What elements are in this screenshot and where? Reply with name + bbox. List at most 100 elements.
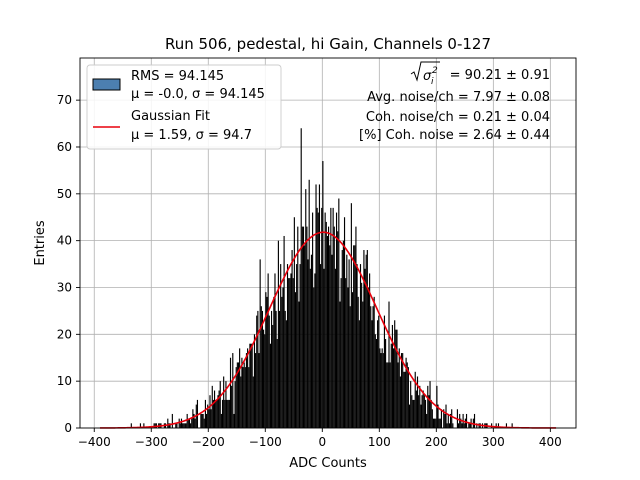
histogram-bar [385, 339, 387, 428]
histogram-bar [326, 235, 328, 428]
histogram-bar [186, 413, 188, 428]
y-tick-label: 50 [57, 187, 72, 201]
histogram-bar [231, 385, 233, 428]
histogram-bar [282, 287, 284, 428]
histogram-bar [259, 259, 261, 428]
annotation-avg-noise: Avg. noise/ch = 7.97 ± 0.08 [367, 90, 550, 105]
histogram-bar [213, 390, 216, 428]
histogram-bar [363, 250, 365, 428]
histogram-bar [354, 245, 356, 428]
histogram-bar [236, 362, 238, 428]
legend-histogram-swatch [92, 78, 121, 91]
histogram-bar [404, 371, 406, 428]
histogram-bar [445, 404, 447, 428]
histogram-bar [201, 413, 203, 428]
histogram-bar [457, 423, 460, 428]
legend-fit-name: Gaussian Fit [131, 109, 210, 124]
histogram-bar [169, 423, 171, 428]
histogram-bar [444, 413, 446, 428]
histogram-bar [180, 418, 183, 428]
histogram-bar [196, 399, 199, 428]
histogram-bar [440, 409, 443, 428]
histogram-bar [388, 301, 390, 428]
histogram-bar [347, 287, 349, 428]
histogram-bar [426, 413, 428, 428]
histogram-bar [382, 353, 384, 428]
histogram-bar [318, 184, 321, 428]
histogram-bar [317, 212, 319, 428]
histogram-bar [256, 315, 258, 428]
histogram-bar [284, 310, 286, 428]
histogram-bar [369, 273, 371, 428]
histogram-bar [233, 413, 235, 428]
histogram-bar [244, 367, 246, 428]
histogram-bar [294, 292, 297, 428]
histogram-bar [383, 315, 386, 428]
histogram-bar [229, 357, 232, 428]
histogram-bar [464, 418, 466, 428]
histogram-bar [340, 278, 342, 428]
histogram-bar [335, 212, 338, 428]
histogram-bar [392, 348, 395, 428]
histogram-bar [179, 423, 181, 428]
y-axis-label: Entries [33, 220, 48, 266]
histogram-bar [334, 268, 336, 428]
histogram-bar [258, 353, 260, 428]
histogram-bar [272, 324, 274, 428]
histogram-bar [312, 212, 314, 428]
histogram-bar [239, 348, 241, 428]
histogram-bar [243, 362, 245, 428]
histogram-bar [204, 399, 206, 428]
histogram-bar [308, 179, 310, 428]
y-axis-ticks: 0 10 20 30 40 50 60 70 [57, 93, 80, 435]
histogram-bar [450, 413, 452, 428]
histogram-bar [330, 207, 332, 428]
histogram-bar [268, 315, 270, 428]
histogram-bar [465, 413, 468, 428]
histogram-bar [314, 273, 316, 428]
y-tick-label: 10 [57, 374, 72, 388]
histogram-bar [291, 250, 293, 428]
histogram-bar [418, 395, 420, 428]
legend: RMS = 94.145 μ = -0.0, σ = 94.145 Gaussi… [86, 64, 282, 150]
histogram-bar [459, 413, 461, 428]
plot-frame [79, 57, 577, 429]
histogram-bar [339, 301, 341, 428]
histogram-bar [390, 343, 392, 428]
histogram-bar [325, 221, 327, 428]
histogram-bar [307, 259, 309, 428]
annotation-pct-coh-noise: [%] Coh. noise = 2.64 ± 0.44 [359, 128, 550, 143]
svg-text:σ: σ [423, 69, 432, 84]
histogram-bar [332, 207, 334, 428]
histogram-bar [468, 423, 470, 428]
histogram-bar [438, 418, 440, 428]
noise-annotations: σ 2 i = 90.21 ± 0.91 Avg. noise/ch = 7.9… [359, 61, 550, 143]
histogram-bar [391, 324, 393, 428]
gaussian-fit-curve [99, 231, 557, 429]
histogram-bar [218, 390, 220, 428]
histogram-bar [437, 404, 439, 428]
histogram-bar [497, 423, 500, 428]
histogram-bar [302, 226, 305, 428]
histogram-bar [435, 418, 437, 428]
histogram-bar [342, 240, 344, 428]
histogram-bar [357, 296, 359, 428]
histogram-bar [452, 423, 454, 428]
histogram-bar [373, 296, 375, 428]
histogram-bar [247, 348, 249, 428]
histogram-bar [269, 343, 271, 428]
histogram-bar [416, 376, 419, 428]
histogram-bar [190, 423, 192, 428]
x-tick-label: −100 [249, 435, 282, 449]
histogram-bar [183, 423, 185, 428]
x-tick-label: 0 [318, 435, 326, 449]
histogram-bar [345, 278, 347, 428]
histogram-bar [248, 367, 250, 428]
histogram-bar [223, 376, 225, 428]
histogram-bar [349, 306, 351, 428]
histogram-bar [175, 423, 177, 428]
histogram-bar [278, 310, 281, 428]
histogram-bar [276, 339, 278, 428]
histogram-bar [253, 334, 256, 428]
